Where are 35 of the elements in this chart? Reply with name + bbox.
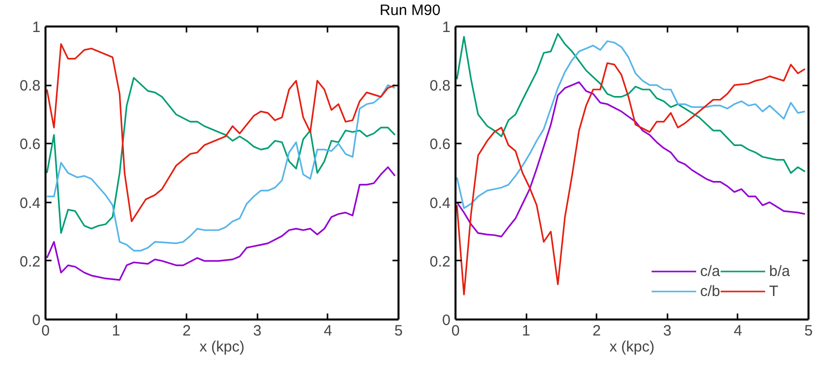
y-tick-label: 0.6 bbox=[20, 136, 41, 154]
line-series bbox=[456, 33, 806, 174]
y-tick-label: 0 bbox=[442, 312, 450, 329]
x-axis-title: x (kpc) bbox=[610, 338, 655, 356]
line-series bbox=[456, 81, 806, 238]
y-tick-label: 1 bbox=[442, 19, 450, 36]
x-tick-label: 1 bbox=[112, 322, 120, 340]
line-series bbox=[456, 40, 806, 209]
x-axis-title: x (kpc) bbox=[200, 338, 245, 356]
y-tick-label: 0.8 bbox=[430, 78, 451, 95]
x-tick-label: 3 bbox=[663, 322, 672, 340]
x-tick-label: 4 bbox=[734, 322, 742, 340]
legend-label: c/b bbox=[700, 282, 720, 300]
y-tick-label: 0 bbox=[32, 312, 40, 329]
y-tick-label: 0.2 bbox=[430, 253, 451, 270]
line-series bbox=[46, 166, 396, 281]
line-series bbox=[46, 43, 396, 222]
legend-label: T bbox=[769, 282, 780, 300]
legend-label: c/a bbox=[700, 262, 720, 280]
x-tick-label: 2 bbox=[182, 322, 191, 340]
y-tick-label: 0.8 bbox=[20, 78, 41, 95]
y-tick-label: 0.6 bbox=[430, 136, 451, 154]
y-tick-label: 0.4 bbox=[20, 194, 41, 212]
x-tick-label: 5 bbox=[804, 322, 813, 340]
y-tick-label: 1 bbox=[32, 19, 40, 36]
line-series bbox=[456, 62, 806, 296]
y-tick-label: 0.2 bbox=[20, 253, 41, 270]
chart-title: Run M90 bbox=[380, 1, 440, 21]
x-tick-label: 5 bbox=[394, 322, 403, 340]
x-tick-label: 2 bbox=[592, 322, 601, 340]
x-tick-label: 3 bbox=[253, 322, 262, 340]
x-tick-label: 4 bbox=[324, 322, 332, 340]
y-tick-label: 0.4 bbox=[430, 194, 451, 212]
x-tick-label: 1 bbox=[522, 322, 530, 340]
legend-label: b/a bbox=[769, 262, 790, 280]
